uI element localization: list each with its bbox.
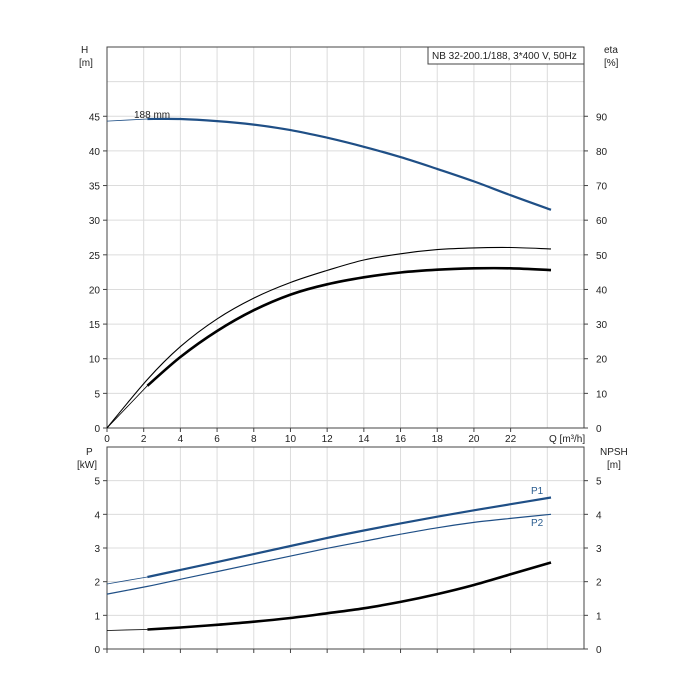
upper-y-ticks-right: 0 10 20 30 40 50 60 70 80 90 — [584, 112, 608, 435]
p1-series-label: P1 — [531, 486, 544, 497]
upper-right-tick-label: 80 — [596, 147, 608, 158]
x-axis-title: Q [m³/h] — [549, 434, 585, 445]
lower-left-tick-label: 4 — [94, 510, 100, 521]
x-tick-label: 12 — [322, 434, 334, 445]
x-tick-label: 8 — [251, 434, 257, 445]
p2-series-label: P2 — [531, 518, 544, 529]
upper-left-axis-title-line2: [m] — [79, 58, 93, 69]
upper-y-ticks-left: 0 5 10 15 20 25 30 35 40 45 — [89, 112, 107, 435]
lower-left-tick-label: 2 — [94, 578, 100, 589]
upper-right-axis-title-line2: [%] — [604, 58, 619, 69]
title-box-text: NB 32-200.1/188, 3*400 V, 50Hz — [432, 51, 577, 62]
lower-y-ticks-right: 0 1 2 3 4 5 — [584, 477, 602, 656]
x-tick-label: 4 — [178, 434, 184, 445]
x-tick-label: 22 — [505, 434, 517, 445]
x-tick-label: 6 — [214, 434, 220, 445]
upper-left-axis-title-line1: H — [81, 45, 88, 56]
lower-left-axis-title-line1: P — [86, 447, 93, 458]
upper-right-tick-label: 30 — [596, 320, 608, 331]
upper-series — [106, 117, 552, 429]
title-box-frame — [427, 46, 585, 65]
upper-left-tick-label: 45 — [89, 112, 101, 123]
upper-left-tick-label: 0 — [94, 424, 100, 435]
lower-left-axis-title-line2: [kW] — [77, 460, 97, 471]
x-tick-label: 16 — [395, 434, 407, 445]
p1-curve-line — [147, 496, 552, 579]
lower-left-tick-label: 5 — [94, 477, 100, 488]
lower-right-tick-label: 0 — [596, 645, 602, 656]
upper-right-tick-label: 40 — [596, 285, 608, 296]
head-curve-line — [147, 117, 552, 211]
upper-left-tick-label: 30 — [89, 216, 101, 227]
upper-left-tick-label: 35 — [89, 182, 101, 193]
x-tick-label: 20 — [468, 434, 480, 445]
x-tick-label: 18 — [432, 434, 444, 445]
lower-left-tick-label: 1 — [94, 611, 100, 622]
lower-series — [106, 496, 552, 631]
efficiency-curve-line — [146, 266, 552, 387]
lower-left-tick-label: 3 — [94, 544, 100, 555]
p1-curve-line-extrapolated — [106, 576, 148, 585]
lower-left-tick-label: 0 — [94, 645, 100, 656]
lower-right-tick-label: 2 — [596, 578, 602, 589]
upper-grid — [107, 47, 584, 428]
upper-left-tick-label: 10 — [89, 355, 101, 366]
npsh-curve-line — [147, 561, 552, 631]
upper-right-tick-label: 70 — [596, 182, 608, 193]
upper-left-tick-label: 25 — [89, 251, 101, 262]
p2-curve-line — [106, 513, 552, 595]
power-npsh-panel: 0 1 2 3 4 5 0 1 2 3 4 5 P [kW] NPSH [m] P1 P2 — [77, 446, 628, 656]
impeller-diameter-label: 188 mm — [134, 110, 170, 121]
lower-right-tick-label: 1 — [596, 611, 602, 622]
upper-left-tick-label: 15 — [89, 320, 101, 331]
lower-right-tick-label: 4 — [596, 510, 602, 521]
x-tick-label: 10 — [285, 434, 297, 445]
head-curve-line-extrapolated — [106, 118, 148, 122]
upper-right-tick-label: 0 — [596, 424, 602, 435]
x-tick-label: 14 — [358, 434, 370, 445]
lower-right-tick-label: 5 — [596, 477, 602, 488]
upper-right-tick-label: 60 — [596, 216, 608, 227]
lower-right-tick-label: 3 — [596, 544, 602, 555]
upper-left-tick-label: 40 — [89, 147, 101, 158]
lower-y-ticks-left: 0 1 2 3 4 5 — [94, 477, 107, 656]
upper-right-tick-label: 50 — [596, 251, 608, 262]
efficiency-curve-line-extrapolated — [106, 385, 148, 429]
upper-right-axis-title-line1: eta — [604, 45, 618, 56]
lower-right-axis-title-line2: [m] — [607, 460, 621, 471]
lower-grid — [107, 447, 584, 649]
npsh-curve-line-extrapolated — [106, 629, 148, 631]
upper-left-tick-label: 20 — [89, 285, 101, 296]
upper-left-tick-label: 5 — [94, 389, 100, 400]
upper-plot-frame — [106, 46, 585, 429]
lower-right-axis-title-line1: NPSH — [600, 447, 628, 458]
x-tick-label: 2 — [141, 434, 147, 445]
upper-right-tick-label: 20 — [596, 355, 608, 366]
x-tick-label: 0 — [104, 434, 110, 445]
efficiency-curve-thin-line — [106, 246, 552, 429]
upper-right-tick-label: 10 — [596, 389, 608, 400]
upper-right-tick-label: 90 — [596, 112, 608, 123]
upper-x-ticks: 0 2 4 6 8 10 12 14 16 18 20 22 — [104, 428, 517, 653]
